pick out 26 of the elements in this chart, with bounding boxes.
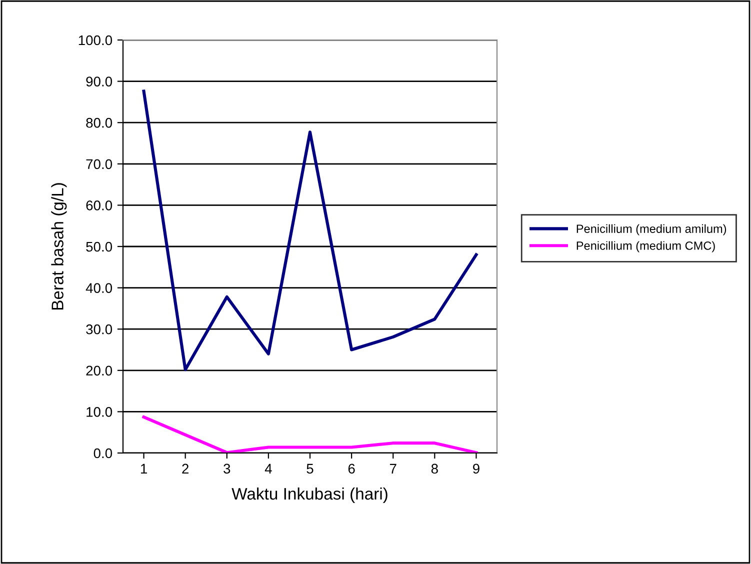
x-tick-label: 1 (140, 464, 147, 474)
line-series (142, 416, 478, 453)
x-tick-label: 5 (306, 464, 314, 474)
x-tick-label: 4 (264, 464, 272, 474)
y-tick-label: 0.0 (94, 448, 112, 458)
x-tick-label: 9 (473, 464, 480, 474)
x-tick-label: 8 (431, 464, 438, 474)
y-tick-label: 60.0 (86, 200, 112, 210)
x-tick-label: 3 (224, 464, 230, 474)
y-tick-label: 80.0 (86, 118, 112, 128)
x-axis-title: Waktu Inkubasi (hari) (232, 487, 388, 504)
legend-label: Penicillium (medium amilum) (576, 224, 726, 236)
y-tick-label: 100.0 (78, 35, 112, 46)
y-tick-label: 30.0 (86, 324, 112, 334)
y-tick-label: 50.0 (86, 242, 112, 252)
y-axis-title: Berat basah (g/L) (51, 183, 67, 310)
y-tick-label: 10.0 (86, 407, 112, 417)
y-tick-label: 20.0 (86, 366, 112, 376)
y-tick-label: 90.0 (86, 76, 112, 86)
x-tick-label: 6 (348, 464, 355, 474)
x-tick-label: 7 (390, 464, 396, 474)
line-series (142, 90, 478, 372)
y-tick-label: 40.0 (86, 283, 112, 293)
legend-label: Penicillium (medium CMC) (576, 241, 715, 252)
y-tick-label: 70.0 (86, 159, 112, 170)
x-tick-label: 2 (182, 464, 188, 474)
